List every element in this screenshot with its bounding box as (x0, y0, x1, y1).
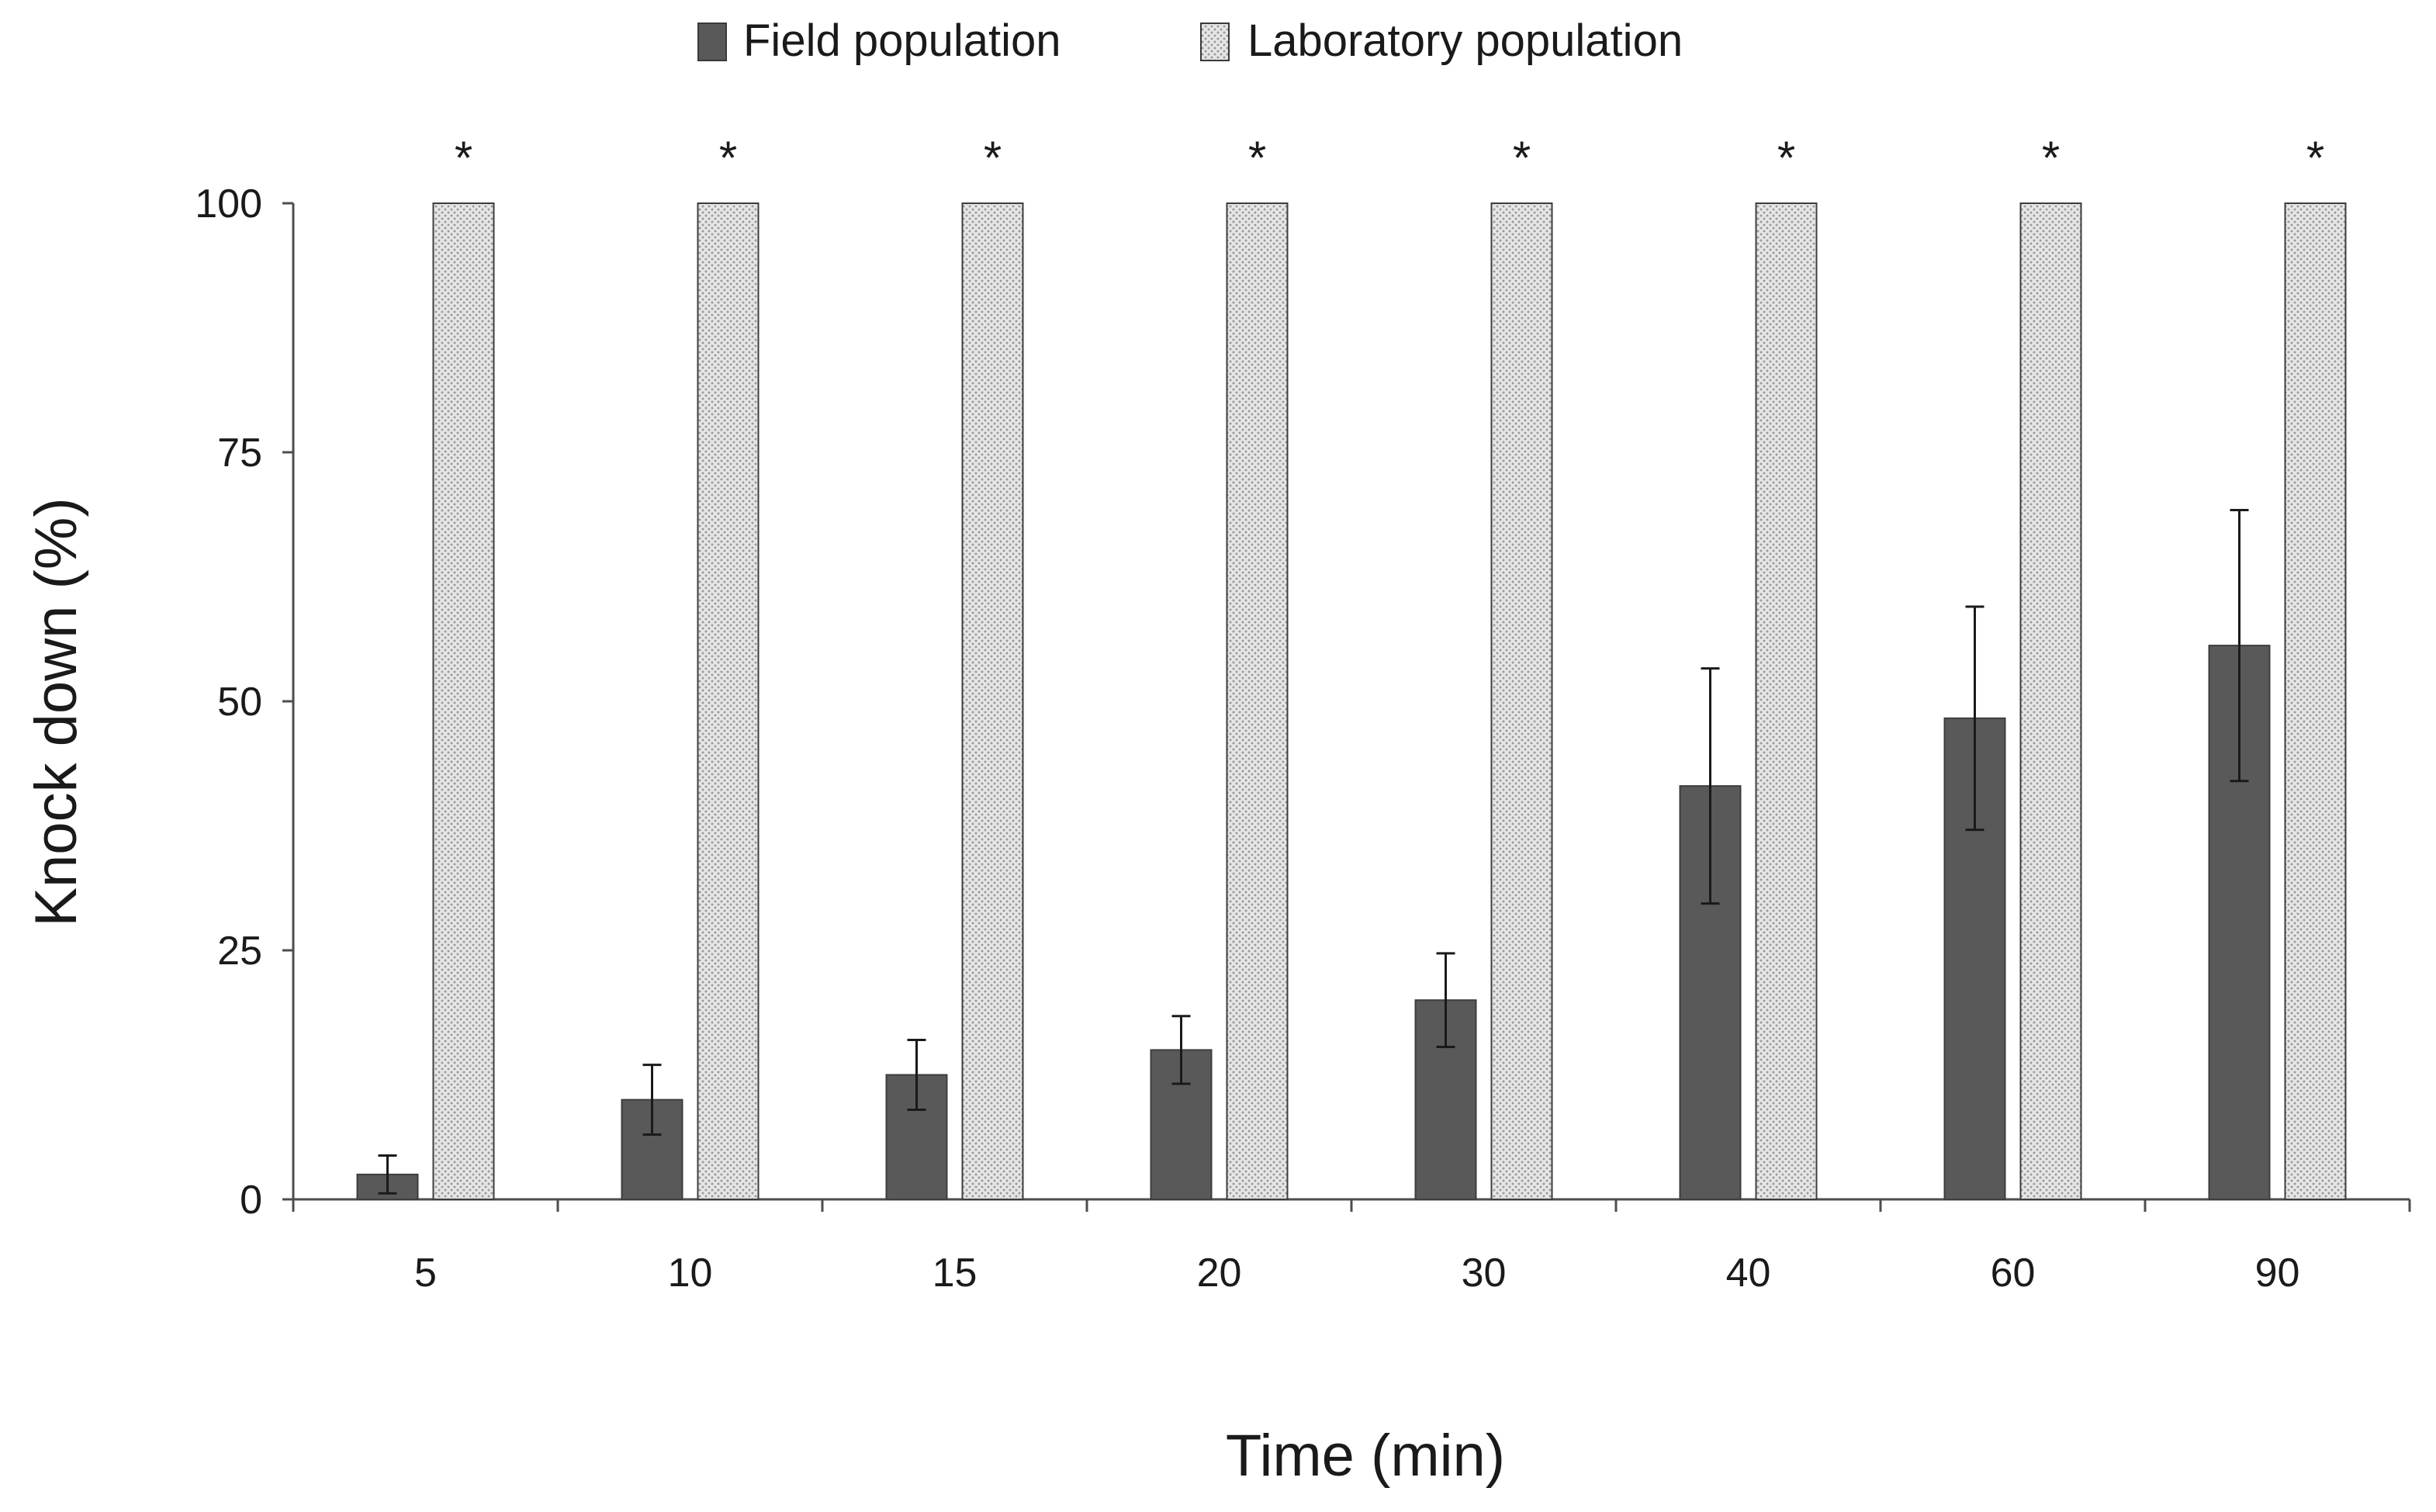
y-tick-label: 0 (240, 1178, 262, 1223)
error-bar (907, 1039, 926, 1111)
significance-asterisk: * (719, 132, 737, 184)
bar-laboratory-population (1490, 202, 1553, 1200)
significance-asterisk: * (1513, 132, 1531, 184)
error-bar (1965, 605, 1984, 832)
bar-laboratory-population (2019, 202, 2082, 1200)
error-bar (1436, 952, 1455, 1049)
legend-label-laboratory: Laboratory population (1247, 16, 1683, 66)
significance-asterisk: * (2042, 132, 2060, 184)
y-tick-label: 50 (217, 680, 262, 725)
significance-asterisk: * (455, 132, 472, 184)
error-bar (1701, 667, 1720, 905)
x-tick-label: 90 (2255, 1251, 2300, 1296)
y-axis-title: Knock down (%) (23, 497, 89, 926)
x-axis-ticks: 5 10 15 20 30 40 60 90 (292, 1199, 2411, 1296)
field-population-bars (356, 645, 2271, 1201)
y-tick-label: 25 (217, 929, 262, 974)
legend-label-field: Field population (743, 16, 1061, 66)
bar-laboratory-population (697, 202, 760, 1200)
significance-asterisk: * (1248, 132, 1266, 184)
legend: Field population Laboratory population (697, 16, 1683, 66)
y-tick-label: 75 (217, 431, 262, 476)
x-tick-label: 15 (933, 1251, 978, 1296)
bar-field-population (885, 1074, 948, 1200)
y-axis-ticks: 0 25 50 75 100 (195, 182, 293, 1223)
significance-asterisk: * (2306, 132, 2324, 184)
significance-markers: * * * * * * * * (455, 132, 2324, 184)
error-bar (642, 1064, 662, 1137)
x-tick-label: 20 (1197, 1251, 1242, 1296)
x-tick-label: 30 (1462, 1251, 1507, 1296)
error-bar (378, 1154, 397, 1195)
y-tick-label: 100 (195, 182, 262, 227)
x-tick-label: 10 (668, 1251, 713, 1296)
laboratory-population-bars (432, 202, 2347, 1200)
bar-laboratory-population (1226, 202, 1289, 1200)
error-bar (2230, 508, 2249, 783)
bar-laboratory-population (432, 202, 495, 1200)
error-bars (378, 508, 2249, 1195)
legend-swatch-laboratory (1200, 22, 1230, 61)
bar-laboratory-population (1755, 202, 1818, 1200)
legend-swatch-field (697, 22, 727, 61)
x-tick-label: 5 (414, 1251, 437, 1296)
error-bar (1171, 1015, 1191, 1085)
bar-laboratory-population (2284, 202, 2347, 1200)
x-tick-label: 40 (1726, 1251, 1771, 1296)
significance-asterisk: * (1777, 132, 1795, 184)
x-axis-title: Time (min) (1226, 1423, 1505, 1489)
bar-laboratory-population (961, 202, 1024, 1200)
x-tick-label: 60 (1991, 1251, 2036, 1296)
significance-asterisk: * (984, 132, 1002, 184)
